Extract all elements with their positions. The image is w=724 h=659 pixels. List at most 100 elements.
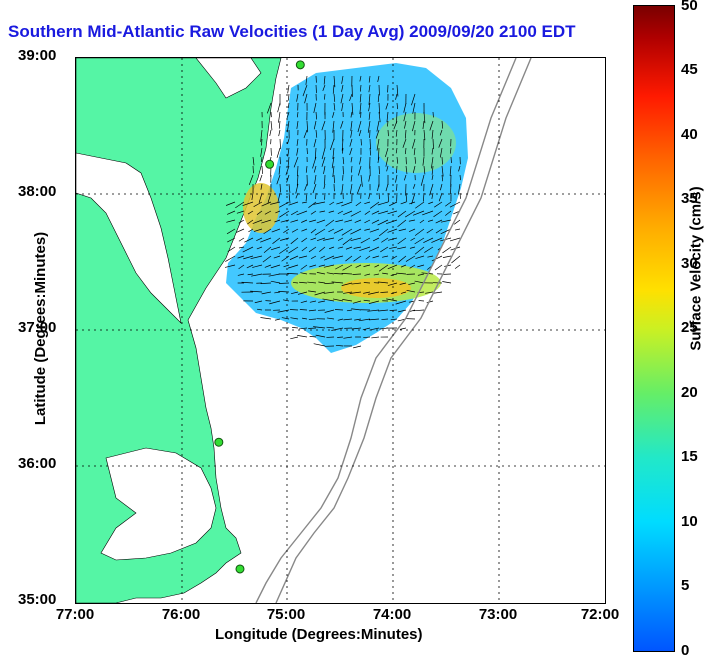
velocity-arrow <box>278 111 281 123</box>
velocity-arrow <box>244 237 254 243</box>
colorbar-tick: 25 <box>681 319 698 336</box>
y-tick: 37:00 <box>18 319 57 336</box>
velocity-arrow <box>363 264 371 267</box>
colorbar <box>633 5 675 652</box>
velocity-arrow <box>344 219 353 223</box>
velocity-arrow <box>263 246 272 254</box>
velocity-arrow <box>431 192 434 199</box>
velocity-arrow <box>238 264 245 270</box>
velocity-arrow <box>414 156 416 164</box>
velocity-arrow <box>342 299 353 302</box>
velocity-arrow <box>438 138 443 148</box>
velocity-arrow <box>450 183 452 194</box>
velocity-arrow <box>301 228 308 232</box>
velocity-arrow <box>279 138 281 150</box>
velocity-arrow <box>337 237 344 241</box>
velocity-arrow <box>402 138 407 148</box>
velocity-arrow <box>359 84 362 92</box>
velocity-arrow <box>254 300 263 304</box>
velocity-arrow <box>270 201 281 205</box>
velocity-arrow <box>260 183 263 190</box>
velocity-arrow <box>278 129 281 137</box>
velocity-arrow <box>227 237 236 243</box>
velocity-arrow <box>269 300 281 305</box>
velocity-arrow <box>442 255 452 258</box>
velocity-arrow <box>242 246 254 253</box>
velocity-arrow <box>403 102 407 113</box>
velocity-arrow <box>417 273 425 276</box>
velocity-arrow <box>423 237 434 244</box>
velocity-arrow <box>441 120 444 129</box>
station-marker <box>265 159 275 169</box>
velocity-arrow <box>342 156 345 165</box>
velocity-arrow <box>345 246 353 250</box>
velocity-arrow <box>435 219 443 224</box>
velocity-arrow <box>305 165 308 173</box>
velocity-arrow <box>387 120 389 127</box>
velocity-arrow <box>247 219 254 225</box>
velocity-arrow <box>332 84 335 94</box>
velocity-arrow <box>372 237 380 242</box>
velocity-arrow <box>433 210 443 218</box>
velocity-arrow <box>322 298 335 302</box>
velocity-arrow <box>238 237 245 242</box>
velocity-arrow <box>300 264 308 270</box>
velocity-arrow <box>364 273 371 276</box>
velocity-arrow <box>301 246 308 252</box>
velocity-arrow <box>368 102 371 112</box>
velocity-arrow <box>362 327 371 331</box>
velocity-arrow <box>343 336 353 339</box>
velocity-arrow <box>408 228 416 233</box>
velocity-arrow <box>291 210 299 216</box>
velocity-arrow <box>313 102 317 113</box>
velocity-arrow <box>324 282 335 284</box>
velocity-arrow <box>417 264 425 268</box>
velocity-arrow <box>355 264 362 268</box>
velocity-arrow <box>426 228 434 234</box>
station-marker <box>214 437 224 447</box>
velocity-arrow <box>397 237 407 245</box>
velocity-arrow <box>395 300 407 305</box>
velocity-arrow <box>323 264 335 268</box>
velocity-arrow <box>323 75 326 85</box>
velocity-arrow <box>359 75 362 82</box>
colorbar-tick: 0 <box>681 642 690 659</box>
velocity-arrow <box>397 219 407 228</box>
velocity-arrow <box>287 147 290 157</box>
velocity-arrow <box>290 219 299 223</box>
y-tick: 39:00 <box>18 47 57 64</box>
velocity-arrow <box>321 156 326 167</box>
velocity-arrow <box>280 237 290 241</box>
velocity-arrow <box>328 210 335 213</box>
velocity-arrow <box>287 102 290 109</box>
velocity-arrow <box>364 210 371 215</box>
velocity-arrow <box>235 201 245 209</box>
velocity-arrow <box>403 111 407 122</box>
velocity-arrow <box>296 138 299 146</box>
velocity-arrow <box>434 264 443 271</box>
velocity-arrow <box>363 299 371 302</box>
velocity-arrow <box>318 300 326 303</box>
velocity-arrow <box>343 210 353 216</box>
velocity-arrow <box>373 273 380 276</box>
velocity-arrow <box>308 201 317 208</box>
velocity-arrow <box>260 237 272 243</box>
velocity-arrow <box>236 210 245 214</box>
velocity-arrow <box>275 210 281 214</box>
velocity-arrow <box>341 84 344 92</box>
velocity-arrow <box>364 201 371 205</box>
velocity-arrow <box>300 300 308 304</box>
velocity-arrow <box>264 210 272 215</box>
velocity-arrow <box>391 255 398 260</box>
velocity-arrow <box>445 210 452 216</box>
velocity-arrow <box>349 291 362 294</box>
velocity-arrow <box>403 174 407 181</box>
velocity-arrow <box>261 165 263 174</box>
velocity-arrow <box>404 120 407 129</box>
velocity-arrow <box>390 291 398 295</box>
velocity-arrow <box>454 228 461 231</box>
velocity-arrow <box>350 174 353 182</box>
velocity-arrow <box>279 156 281 165</box>
velocity-arrow <box>283 228 290 233</box>
velocity-arrow <box>226 228 236 235</box>
